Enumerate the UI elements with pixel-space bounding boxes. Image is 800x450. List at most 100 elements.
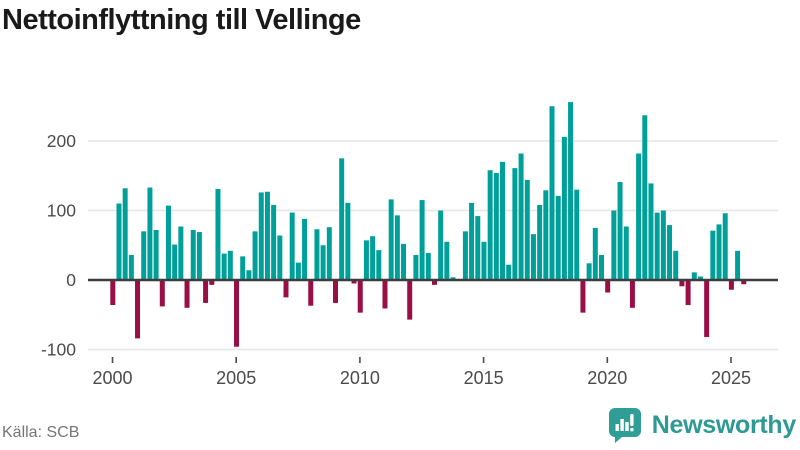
- y-axis-label: 200: [47, 131, 76, 151]
- bar-2020Q3: [617, 182, 623, 280]
- bar-2009Q1: [333, 280, 338, 303]
- exclamation-dot: [629, 428, 634, 432]
- bar-2011Q3: [394, 215, 400, 280]
- exclamation-stem: [629, 414, 634, 426]
- bar-2000Q4: [128, 254, 134, 280]
- bar-2000Q2: [116, 203, 122, 280]
- x-axis-label: 2010: [340, 368, 380, 388]
- bar-2001Q4: [153, 229, 159, 280]
- bar-2019Q2: [586, 263, 592, 280]
- bar-2004Q2: [215, 188, 221, 280]
- bar-2003Q4: [203, 280, 209, 303]
- bar-2008Q1: [308, 280, 314, 306]
- bar-2015Q3: [493, 172, 499, 280]
- newsworthy-logo[interactable]: Newsworthy: [607, 406, 796, 444]
- bar-2002Q4: [178, 226, 184, 280]
- bar-2011Q4: [401, 243, 407, 280]
- bar-glyph-tall: [620, 419, 624, 431]
- bar-2004Q4: [227, 250, 233, 280]
- bar-2020Q2: [611, 210, 617, 280]
- bar-2009Q4: [351, 280, 357, 284]
- bar-2000Q1: [110, 280, 116, 306]
- bar-2022Q3: [667, 225, 673, 280]
- bar-2006Q2: [264, 191, 270, 281]
- bar-2022Q1: [654, 212, 660, 280]
- bar-2022Q4: [673, 250, 679, 280]
- bar-2013Q2: [438, 210, 444, 280]
- bar-2017Q3: [543, 190, 549, 280]
- bar-2005Q4: [252, 231, 258, 280]
- chart-title: Nettoinflyttning till Vellinge: [2, 4, 361, 36]
- bar-2005Q3: [246, 270, 252, 280]
- bar-2008Q4: [326, 227, 332, 280]
- bar-2005Q2: [240, 256, 246, 280]
- bar-2014Q2: [462, 231, 468, 280]
- bar-2016Q4: [524, 179, 530, 280]
- bar-2012Q2: [413, 254, 419, 280]
- bar-2002Q3: [172, 244, 178, 281]
- bar-2006Q4: [277, 235, 283, 280]
- bar-2024Q1: [704, 280, 710, 337]
- x-axis-label: 2025: [711, 368, 751, 388]
- y-axis-label: -100: [41, 340, 76, 360]
- bar-2012Q4: [425, 252, 431, 280]
- bar-2009Q2: [339, 158, 345, 280]
- bar-2015Q4: [500, 161, 506, 280]
- bar-glyph-small: [615, 424, 619, 431]
- bar-2008Q3: [320, 245, 326, 280]
- bar-2018Q1: [555, 195, 561, 280]
- bar-2002Q1: [159, 280, 165, 307]
- bar-2017Q4: [549, 106, 555, 280]
- bar-2021Q4: [648, 183, 654, 280]
- newsworthy-wordmark: Newsworthy: [651, 410, 797, 439]
- bar-2023Q1: [679, 280, 685, 287]
- bar-2017Q2: [537, 204, 543, 280]
- bar-2003Q2: [190, 229, 196, 280]
- bar-2001Q1: [135, 280, 141, 339]
- source-label: Källa: SCB: [2, 424, 80, 441]
- bar-2003Q1: [184, 280, 190, 308]
- bar-2015Q1: [481, 241, 487, 280]
- bar-2018Q3: [568, 102, 574, 280]
- bar-2020Q4: [623, 226, 629, 280]
- bar-2021Q3: [642, 115, 648, 280]
- bar-2025Q1: [728, 280, 734, 290]
- bar-2019Q1: [580, 280, 586, 313]
- chart-footer: Källa: SCB Newsworthy: [0, 404, 800, 450]
- bar-2016Q1: [506, 264, 512, 280]
- newsworthy-bubble-chart-icon: [608, 408, 641, 443]
- bar-2019Q3: [592, 227, 598, 280]
- bar-2010Q2: [363, 240, 369, 280]
- bar-2004Q3: [221, 253, 227, 280]
- y-axis-label: 0: [66, 270, 76, 290]
- bar-2006Q1: [258, 192, 264, 280]
- bar-2020Q1: [605, 280, 611, 293]
- bar-2014Q4: [475, 216, 481, 280]
- bar-2023Q2: [685, 280, 691, 306]
- bar-2006Q3: [271, 204, 277, 280]
- bar-2025Q2: [735, 250, 741, 280]
- bar-glyph-medium: [625, 422, 629, 431]
- bar-2008Q2: [314, 229, 320, 280]
- bar-2021Q2: [636, 153, 642, 280]
- bar-2018Q2: [561, 136, 567, 280]
- bar-2024Q2: [710, 230, 716, 280]
- bar-2013Q3: [444, 241, 450, 280]
- bar-2010Q4: [376, 250, 382, 280]
- bar-2013Q4: [450, 277, 456, 280]
- bar-2009Q3: [345, 202, 351, 280]
- bar-2002Q2: [165, 205, 171, 280]
- bar-2004Q1: [209, 280, 215, 285]
- bar-2022Q2: [660, 210, 666, 280]
- bar-2017Q1: [530, 234, 536, 280]
- speech-bubble-shape: [608, 408, 641, 443]
- bar-2001Q3: [147, 187, 153, 280]
- x-axis-label: 2005: [216, 368, 256, 388]
- bar-2019Q4: [598, 254, 604, 280]
- bar-2005Q1: [234, 280, 240, 347]
- migration-bar-chart: 200 100 0 -100 2000 2005 2010 2015 2020 2025: [41, 102, 778, 388]
- bar-2016Q2: [512, 168, 518, 280]
- bar-2010Q1: [357, 280, 363, 313]
- bar-2011Q2: [388, 199, 394, 280]
